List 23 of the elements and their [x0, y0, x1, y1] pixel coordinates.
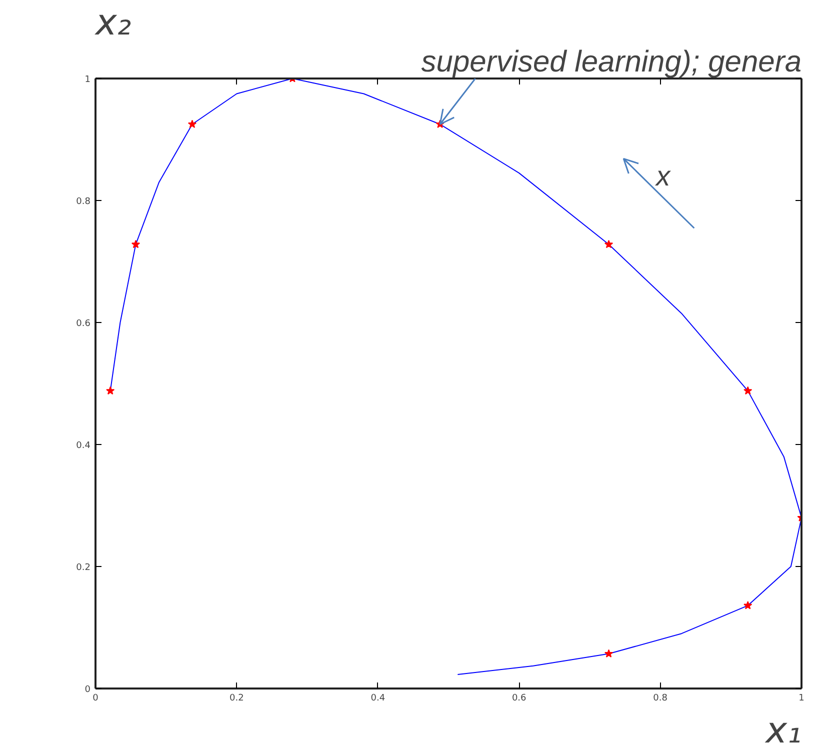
y-tick-label: 0.6: [76, 319, 91, 329]
point: [744, 601, 752, 610]
y-tick-label: 0: [84, 685, 91, 695]
point: [744, 386, 752, 395]
point: [188, 120, 197, 128]
point: [604, 240, 614, 248]
annotation: x: [654, 160, 672, 192]
y-axis-title: x₂: [94, 2, 132, 44]
x-tick-label: 0.6: [512, 694, 527, 704]
x-tick-label: 0.4: [370, 694, 386, 704]
y-tick-label: 0.4: [76, 441, 91, 451]
x-tick-label: 0: [92, 694, 99, 704]
x-tick-label: 0.8: [653, 694, 668, 704]
x-axis-title: x₁: [764, 710, 802, 752]
x-tick-label: 1: [798, 694, 804, 704]
y-tick-label: 0.2: [76, 563, 91, 573]
annotation: supervised learning); genera: [421, 46, 802, 78]
x-tick-label: 0.2: [230, 694, 244, 704]
point: [131, 240, 140, 248]
y-tick-label: 0.8: [76, 197, 91, 207]
y-tick-label: 1: [84, 75, 91, 85]
point: [604, 649, 614, 658]
point: [106, 386, 115, 395]
